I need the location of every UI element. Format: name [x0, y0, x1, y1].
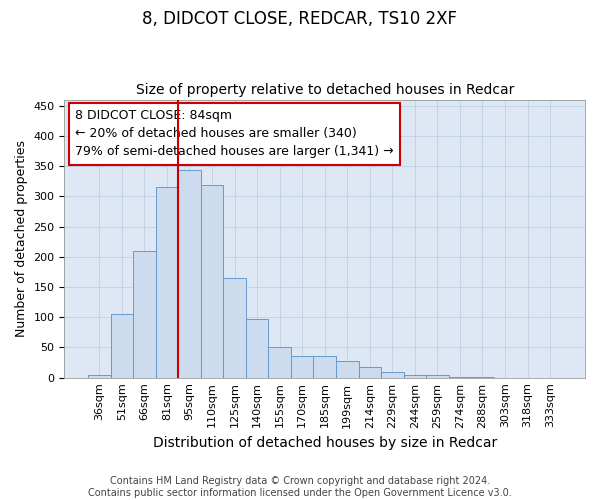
Text: Contains HM Land Registry data © Crown copyright and database right 2024.
Contai: Contains HM Land Registry data © Crown c…: [88, 476, 512, 498]
Bar: [201, 186, 223, 378]
Text: 8 DIDCOT CLOSE: 84sqm
← 20% of detached houses are smaller (340)
79% of semi-det: 8 DIDCOT CLOSE: 84sqm ← 20% of detached …: [75, 110, 394, 158]
Bar: [246, 319, 268, 378]
Bar: [223, 278, 246, 378]
Bar: [359, 367, 381, 378]
Bar: [313, 356, 336, 378]
X-axis label: Distribution of detached houses by size in Redcar: Distribution of detached houses by size …: [152, 436, 497, 450]
Bar: [268, 347, 291, 378]
Bar: [110, 314, 133, 378]
Bar: [178, 170, 201, 378]
Bar: [449, 377, 471, 378]
Bar: [133, 250, 155, 378]
Bar: [381, 372, 404, 378]
Title: Size of property relative to detached houses in Redcar: Size of property relative to detached ho…: [136, 83, 514, 97]
Bar: [426, 376, 449, 378]
Bar: [291, 356, 313, 378]
Text: 8, DIDCOT CLOSE, REDCAR, TS10 2XF: 8, DIDCOT CLOSE, REDCAR, TS10 2XF: [143, 10, 458, 28]
Bar: [404, 376, 426, 378]
Y-axis label: Number of detached properties: Number of detached properties: [15, 140, 28, 337]
Bar: [471, 377, 494, 378]
Bar: [88, 374, 110, 378]
Bar: [336, 361, 359, 378]
Bar: [155, 186, 178, 378]
